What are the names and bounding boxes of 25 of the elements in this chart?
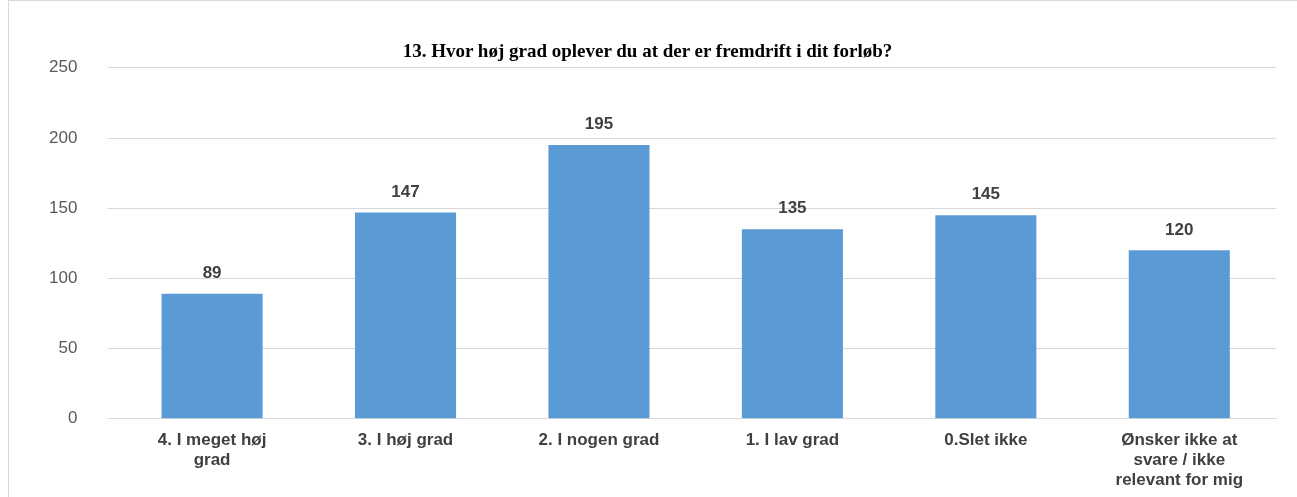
x-tick-label: 0.Slet ikke: [944, 429, 1028, 449]
x-tick-label: 2. I nogen grad: [538, 429, 660, 449]
y-tick-label: 0: [67, 408, 78, 428]
x-tick-label: 3. I høj grad: [357, 429, 454, 449]
bar: [354, 212, 457, 419]
y-tick-label: 50: [58, 338, 78, 358]
bar: [1128, 250, 1230, 419]
data-label: 147: [391, 181, 420, 201]
x-tick-label: Ønsker ikke at svare / ikke relevant for mig: [1115, 429, 1244, 490]
bar: [161, 293, 263, 419]
data-label: 195: [584, 114, 614, 134]
y-tick-label: 150: [48, 197, 78, 217]
x-tick-label: 4. I meget høj grad: [157, 429, 267, 470]
data-label: 89: [202, 263, 222, 283]
chart-title: 13. Hvor høj grad oplever du at der er fremdrift i dit forløb?: [402, 40, 893, 62]
bar: [548, 145, 650, 419]
data-label: 145: [971, 184, 1001, 204]
data-label: 120: [1165, 219, 1194, 239]
x-tick-label: 1. I lav grad: [745, 429, 840, 449]
bar: [741, 229, 843, 419]
y-tick-label: 200: [48, 127, 78, 147]
y-tick-label: 250: [48, 57, 78, 77]
bar: [935, 215, 1037, 419]
data-label: 135: [778, 198, 807, 218]
y-tick-label: 100: [48, 268, 78, 288]
